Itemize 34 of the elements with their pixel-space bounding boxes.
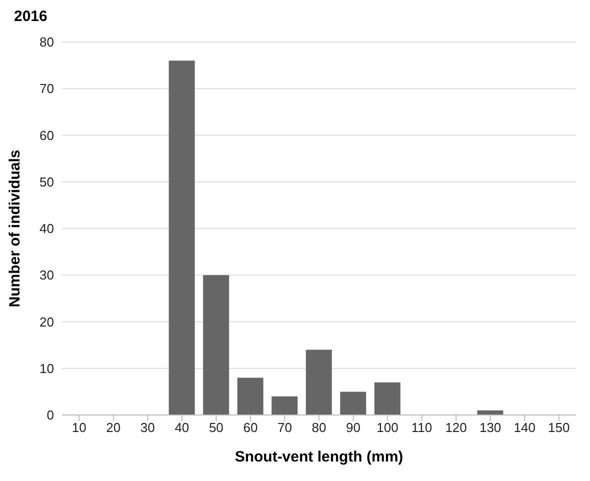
- bar: [237, 378, 264, 415]
- x-tick-label: 120: [445, 420, 467, 436]
- chart-title: 2016: [14, 8, 48, 25]
- y-tick-label: 20: [40, 314, 54, 330]
- x-axis-title: Snout-vent length (mm): [234, 448, 404, 466]
- x-tick-label: 110: [411, 420, 432, 436]
- y-tick-label: 40: [40, 221, 54, 236]
- y-tick-label: 80: [40, 34, 54, 50]
- x-tick-label: 50: [208, 420, 224, 436]
- x-tick-label: 30: [140, 420, 155, 436]
- y-tick-label: 0: [46, 408, 54, 423]
- y-tick-label: 50: [40, 174, 54, 190]
- bar: [306, 350, 332, 415]
- y-tick-label: 70: [40, 81, 54, 96]
- x-tick-label: 20: [106, 420, 121, 436]
- x-tick-label: 140: [514, 420, 536, 436]
- x-tick-label: 40: [174, 420, 190, 436]
- x-tick-label: 10: [72, 420, 86, 436]
- y-tick-label: 10: [40, 360, 54, 376]
- bar: [203, 275, 230, 415]
- y-tick-label: 30: [40, 268, 54, 283]
- x-tick-label: 60: [243, 420, 258, 436]
- x-tick-label: 70: [278, 420, 292, 436]
- x-tick-label: 150: [548, 420, 570, 436]
- x-tick-label: 80: [312, 420, 326, 436]
- bar: [340, 392, 366, 415]
- x-tick-label: 130: [479, 420, 502, 436]
- bar: [168, 60, 195, 415]
- x-tick-label: 100: [376, 420, 398, 436]
- bar: [272, 396, 298, 415]
- x-tick-label: 90: [346, 420, 360, 436]
- y-axis-title: Number of individuals: [6, 150, 24, 308]
- y-tick-label: 60: [40, 128, 54, 143]
- bar: [374, 382, 400, 415]
